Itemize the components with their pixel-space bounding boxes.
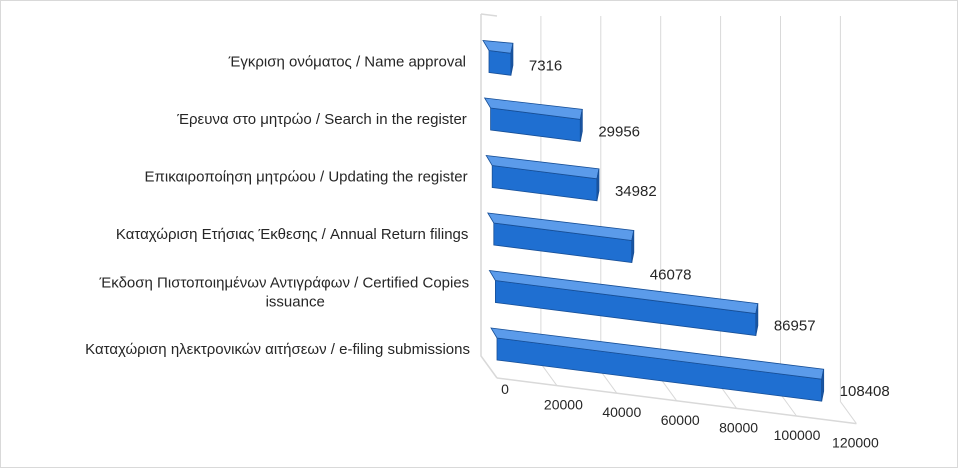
ticks-layer: 0 20000 40000 60000 80000 100000 120000: [501, 381, 879, 451]
bar-end-face: [631, 230, 635, 263]
category-label-line: Καταχώριση ηλεκτρονικών αιτήσεων / e-fil…: [85, 341, 470, 358]
category-label-line: Έγκριση ονόματος / Name approval: [228, 54, 466, 71]
data-label: 29956: [598, 123, 640, 140]
data-label: 46078: [650, 267, 692, 284]
category-label-line: issuance: [266, 294, 325, 311]
x-tick-label: 0: [501, 381, 509, 397]
x-tick-label: 20000: [544, 397, 583, 413]
labels-layer: 108408 Καταχώριση ηλεκτρονικών αιτήσεων /…: [85, 54, 890, 401]
data-label: 7316: [529, 57, 562, 74]
x-tick-label: 100000: [774, 427, 821, 443]
data-label: 108408: [840, 383, 890, 400]
bar-end-face: [510, 43, 514, 76]
category-label-line: Έκδοση Πιστοποιημένων Αντιγράφων / Certi…: [98, 275, 469, 292]
gridline-floor: [839, 401, 857, 424]
bar-end-face: [821, 369, 825, 402]
x-tick-label: 80000: [719, 419, 758, 435]
gridline-floor: [600, 370, 618, 394]
category-label: Καταχώριση ηλεκτρονικών αιτήσεων / e-fil…: [85, 341, 470, 358]
bar-end-face: [755, 303, 759, 336]
bar-end-face: [596, 168, 600, 201]
category-label: Έγκριση ονόματος / Name approval: [228, 54, 466, 71]
category-label: Έκδοση Πιστοποιημένων Αντιγράφων / Certi…: [98, 275, 469, 311]
category-label-line: Επικαιροποίηση μητρώου / Updating the re…: [145, 169, 468, 186]
axis-wall-top-edge: [480, 13, 498, 17]
gridline-floor: [660, 378, 678, 402]
gridline-floor: [720, 386, 738, 409]
bar-end-face: [579, 109, 583, 142]
gridline-floor: [480, 355, 498, 379]
bars-layer: [482, 40, 825, 402]
category-label: Επικαιροποίηση μητρώου / Updating the re…: [145, 169, 468, 186]
x-tick-label: 60000: [661, 412, 700, 428]
category-label: Καταχώριση Ετήσιας Έκθεσης / Annual Retu…: [116, 226, 468, 243]
category-label-line: Καταχώριση Ετήσιας Έκθεσης / Annual Retu…: [116, 226, 468, 243]
bar-front-face: [488, 50, 512, 76]
category-label: Έρευνα στο μητρώο / Search in the regist…: [176, 111, 467, 128]
x-tick-label: 40000: [602, 404, 641, 420]
data-label: 34982: [615, 183, 657, 200]
bar-top-face: [482, 40, 514, 54]
gridline-floor: [780, 393, 797, 417]
category-label-line: Έρευνα στο μητρώο / Search in the regist…: [176, 111, 467, 128]
x-tick-label: 120000: [832, 435, 879, 451]
data-label: 86957: [774, 318, 816, 335]
gridline-floor: [540, 363, 558, 386]
